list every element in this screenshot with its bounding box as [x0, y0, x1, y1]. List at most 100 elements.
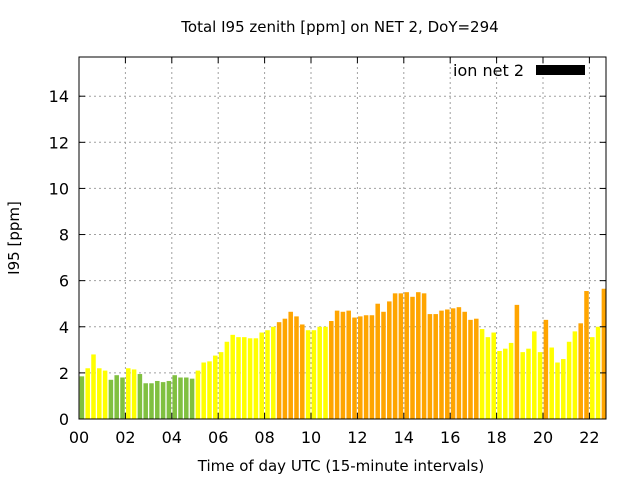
- bar-22: [207, 361, 212, 419]
- bar-1: [85, 368, 90, 419]
- bar-17: [178, 377, 183, 419]
- bar-23: [213, 355, 218, 419]
- bar-53: [387, 301, 392, 419]
- bars: [79, 288, 606, 419]
- legend-swatch: [536, 65, 585, 75]
- bar-13: [155, 380, 160, 419]
- bar-36: [288, 311, 293, 419]
- y-tick-label: 4: [59, 318, 69, 337]
- bar-42: [323, 326, 328, 419]
- x-tick-label: 04: [162, 428, 182, 447]
- bar-63: [445, 309, 450, 419]
- bar-41: [317, 326, 322, 419]
- bar-21: [201, 362, 206, 419]
- x-tick-label: 02: [115, 428, 135, 447]
- bar-45: [340, 311, 346, 419]
- x-axis-label: Time of day UTC (15-minute intervals): [197, 457, 484, 475]
- bar-87: [584, 291, 589, 419]
- x-tick-labels: 00 02 04 06 08 10 12 14 16 18 20 22: [69, 428, 600, 447]
- bar-15: [166, 380, 172, 419]
- x-tick-label: 14: [394, 428, 414, 447]
- bar-2: [91, 354, 96, 419]
- bar-20: [195, 370, 201, 419]
- bar-37: [294, 316, 299, 419]
- bar-77: [526, 348, 531, 419]
- bar-14: [160, 382, 166, 419]
- bar-7: [120, 377, 125, 419]
- bar-86: [578, 323, 583, 419]
- bar-18: [184, 377, 189, 419]
- bar-57: [410, 296, 415, 419]
- bar-44: [334, 310, 340, 419]
- y-tick-label: 10: [49, 179, 69, 198]
- bar-61: [433, 314, 438, 419]
- bar-8: [126, 368, 131, 419]
- bar-19: [189, 378, 195, 419]
- x-tick-label: 12: [347, 428, 367, 447]
- y-tick-label: 0: [59, 410, 69, 429]
- x-tick-label: 18: [486, 428, 506, 447]
- bar-3: [97, 368, 102, 419]
- x-tick-label: 20: [533, 428, 553, 447]
- bar-78: [532, 331, 537, 419]
- legend-label: ion net 2: [453, 61, 524, 80]
- bar-48: [358, 316, 363, 419]
- y-tick-label: 2: [59, 364, 69, 383]
- bar-82: [555, 362, 560, 419]
- x-tick-label: 06: [208, 428, 228, 447]
- bar-60: [427, 314, 433, 419]
- legend: ion net 2: [453, 61, 585, 80]
- bar-33: [271, 326, 276, 419]
- bar-64: [450, 308, 456, 419]
- bar-0: [79, 376, 85, 419]
- bar-43: [329, 321, 334, 419]
- bar-66: [462, 311, 467, 419]
- bar-65: [456, 307, 462, 419]
- bar-69: [479, 329, 485, 419]
- bar-85: [572, 331, 578, 419]
- bar-56: [404, 292, 409, 419]
- bar-88: [590, 337, 595, 419]
- bar-34: [276, 322, 282, 419]
- axis-ticks: [78, 57, 606, 420]
- bar-35: [282, 318, 288, 419]
- bar-51: [375, 303, 380, 419]
- y-tick-label: 8: [59, 226, 69, 245]
- bar-52: [381, 311, 386, 419]
- bar-27: [236, 337, 241, 419]
- bar-54: [392, 293, 398, 419]
- bar-84: [566, 341, 572, 419]
- bar-26: [230, 334, 235, 419]
- y-tick-label: 14: [49, 87, 69, 106]
- bar-40: [311, 330, 317, 419]
- x-tick-label: 16: [440, 428, 460, 447]
- bar-10: [137, 374, 143, 419]
- bar-73: [503, 348, 508, 419]
- bar-29: [247, 338, 253, 419]
- bar-32: [265, 330, 270, 419]
- bar-72: [497, 350, 502, 419]
- bar-58: [416, 292, 421, 419]
- bar-74: [508, 342, 514, 419]
- bar-76: [520, 352, 525, 419]
- y-tick-label: 12: [49, 133, 69, 152]
- bar-6: [114, 375, 119, 419]
- bar-68: [474, 318, 479, 419]
- bar-30: [253, 338, 259, 419]
- bar-79: [537, 352, 543, 419]
- bar-39: [305, 330, 311, 419]
- bar-90: [601, 288, 606, 419]
- y-axis-label: I95 [ppm]: [5, 201, 23, 275]
- bar-11: [143, 383, 148, 419]
- bar-50: [369, 315, 375, 419]
- bar-24: [218, 352, 224, 419]
- bar-4: [102, 370, 108, 419]
- bar-46: [346, 310, 351, 419]
- bar-25: [224, 341, 230, 419]
- bar-75: [514, 304, 520, 419]
- bar-70: [485, 337, 491, 419]
- bar-31: [259, 332, 264, 419]
- bar-47: [352, 317, 357, 419]
- x-tick-label: 00: [69, 428, 89, 447]
